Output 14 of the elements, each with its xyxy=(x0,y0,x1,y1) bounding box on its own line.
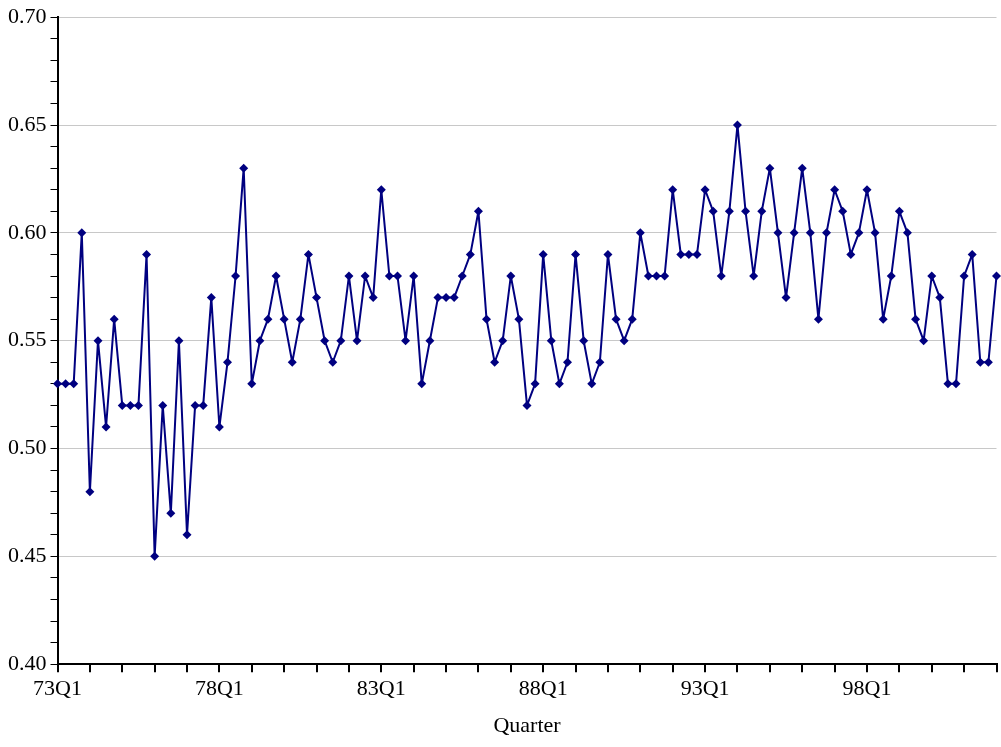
x-tick-label: 98Q1 xyxy=(842,675,892,701)
y-tick-label: 0.40 xyxy=(8,649,47,675)
y-tick-label: 0.45 xyxy=(8,542,47,568)
y-tick-label: 0.65 xyxy=(8,110,47,136)
x-tick-label: 78Q1 xyxy=(194,675,244,701)
x-axis-title: Quarter xyxy=(493,711,562,737)
x-tick-label: 83Q1 xyxy=(356,675,406,701)
x-tick-label: 73Q1 xyxy=(33,675,82,701)
x-tick-label: 88Q1 xyxy=(518,675,568,701)
y-tick-label: 0.60 xyxy=(8,218,47,244)
y-tick-label: 0.55 xyxy=(8,326,47,352)
y-tick-label: 0.50 xyxy=(8,434,47,460)
x-tick-label: 93Q1 xyxy=(680,675,730,701)
y-tick-label: 0.70 xyxy=(8,2,47,28)
